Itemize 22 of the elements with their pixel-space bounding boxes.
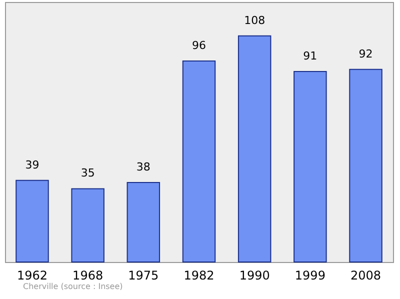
data-label: 35 (80, 166, 95, 180)
bar (238, 35, 272, 262)
bar (71, 188, 104, 262)
x-tick-label: 1982 (184, 268, 214, 282)
bar (126, 182, 160, 262)
data-label: 39 (25, 158, 40, 172)
text: Cherville (source : Insee) (23, 282, 123, 291)
data-label: 91 (303, 50, 318, 62)
x-tick-label: 1975 (128, 268, 159, 282)
data-label: 92 (358, 47, 373, 60)
x-tick-label: 1999 (294, 268, 326, 282)
bar (182, 60, 216, 262)
bar (16, 180, 49, 262)
x-tick-label: 1968 (72, 268, 104, 282)
x-tick-label: 2008 (350, 268, 382, 282)
x-tick-label: 1962 (16, 268, 48, 282)
bar (294, 71, 327, 262)
data-label: 38 (136, 160, 150, 174)
x-tick-label: 1990 (239, 268, 270, 282)
data-label: 108 (244, 14, 266, 27)
bar (349, 68, 382, 262)
data-label: 96 (192, 39, 206, 52)
